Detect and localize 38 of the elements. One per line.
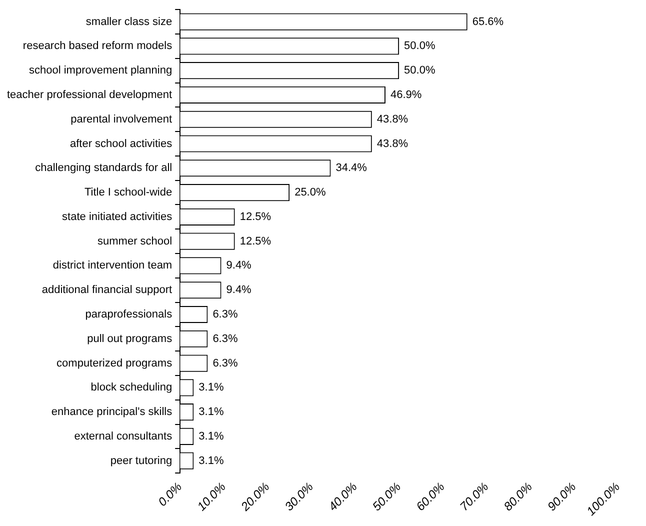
y-tick-label: computerized programs [56,357,173,370]
data-label: 6.3% [212,308,238,321]
y-tick-label: research based reform models [22,40,173,52]
data-label: 9.4% [226,260,252,272]
y-tick-label: paraprofessionals [85,308,173,321]
data-label: 46.9% [390,89,422,101]
y-tick-label: challenging standards for all [35,162,172,174]
data-label: 50.0% [404,64,436,77]
data-label: 34.4% [336,162,368,174]
y-tick-label: summer school [98,235,172,248]
y-tick-label: teacher professional development [6,89,172,101]
data-label: 43.8% [376,113,408,126]
y-tick-label: additional financial support [42,284,172,296]
y-tick-label: school improvement planning [29,64,172,77]
data-label: 3.1% [198,382,224,394]
data-label: 12.5% [240,235,272,248]
data-label: 6.3% [212,357,238,370]
data-label: 43.8% [376,138,408,150]
y-tick-label: smaller class size [86,16,172,28]
y-tick-label: enhance principal's skills [51,406,173,418]
y-tick-label: after school activities [70,138,173,150]
y-tick-label: external consultants [74,430,173,442]
y-tick-label: pull out programs [87,332,173,345]
y-tick-label: state initiated activities [62,210,173,223]
data-label: 6.3% [212,332,238,345]
data-label: 9.4% [226,284,252,296]
data-label: 3.1% [198,430,224,442]
data-label: 25.0% [294,186,326,199]
data-label: 65.6% [472,16,504,28]
y-tick-label: peer tutoring [110,454,172,467]
data-label: 3.1% [198,406,224,418]
y-tick-label: district intervention team [52,260,172,272]
y-tick-label: parental involvement [70,113,172,126]
data-label: 3.1% [198,454,224,467]
data-label: 12.5% [240,210,272,223]
y-tick-label: Title I school-wide [84,186,172,199]
y-tick-label: block scheduling [90,382,172,394]
data-label: 50.0% [404,40,436,52]
